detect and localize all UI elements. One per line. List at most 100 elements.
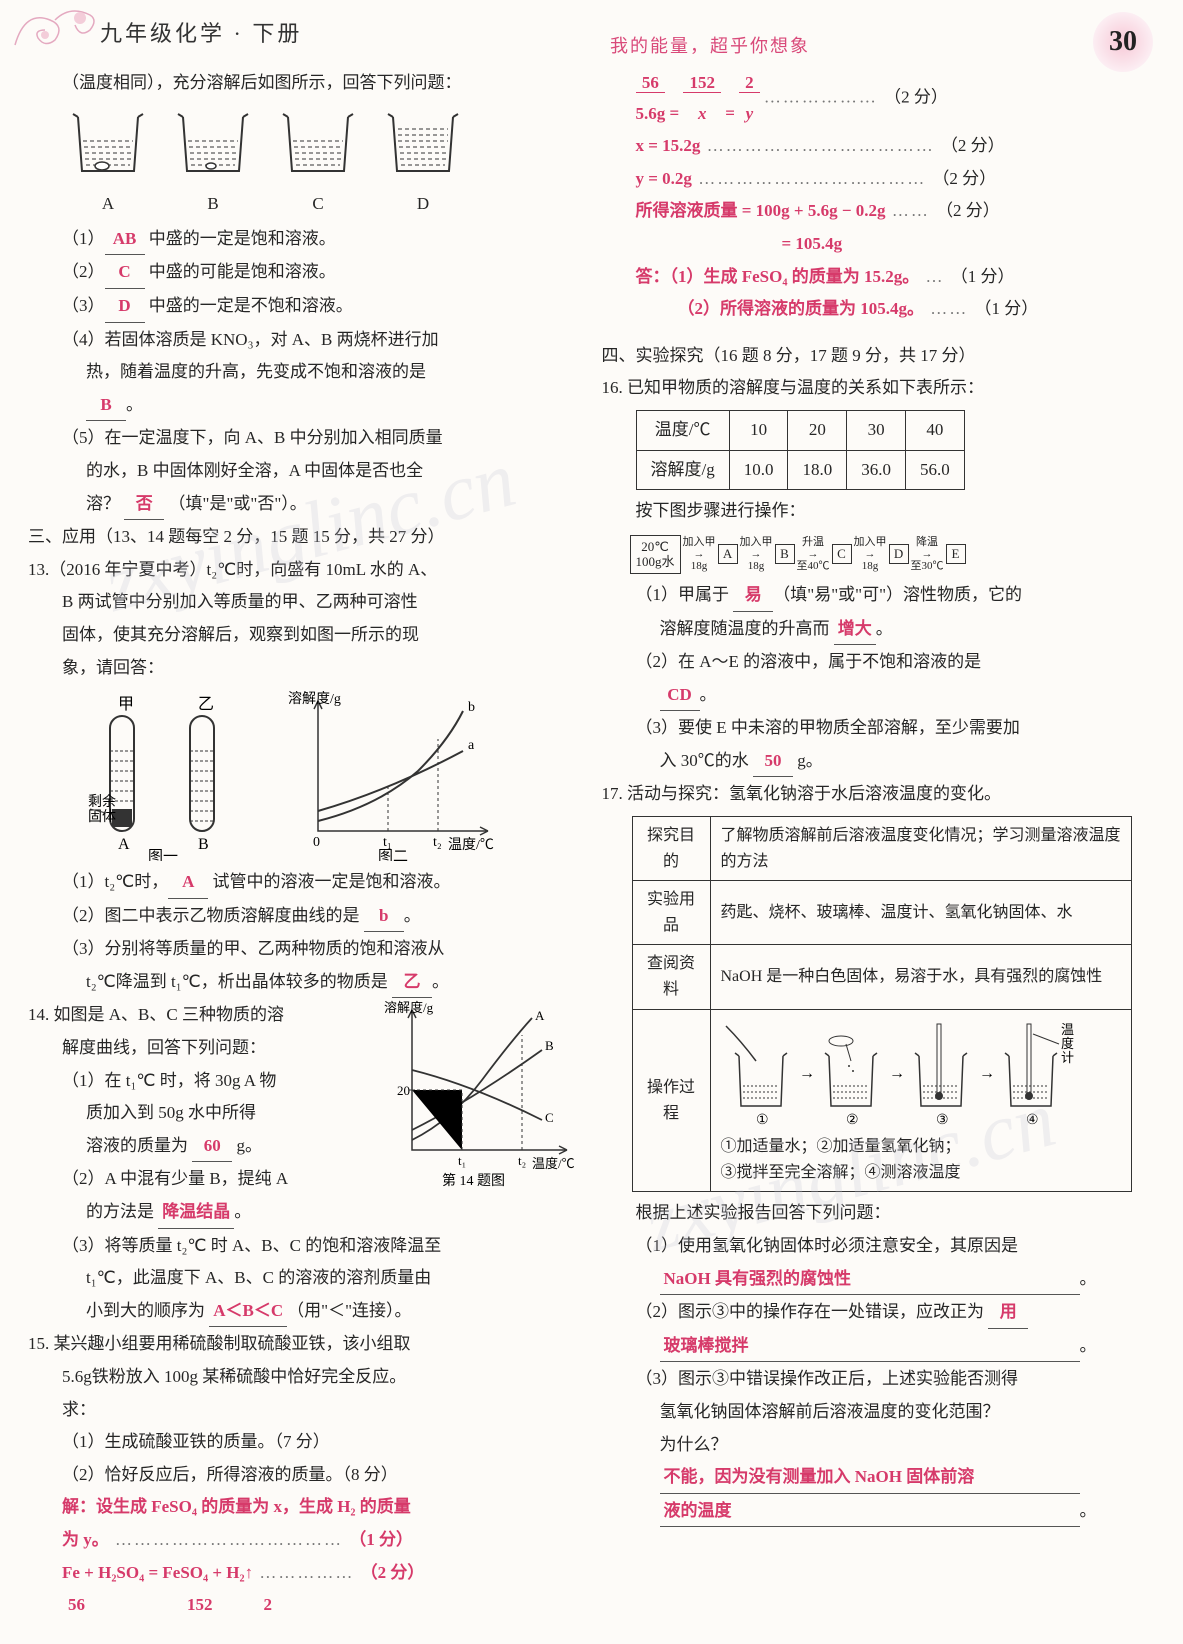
figure-1-2: 甲 乙 剩余 固体 A B 图一 溶解度/g 温度/℃ b <box>28 685 582 867</box>
svg-text:t₂: t₂ <box>518 1153 526 1168</box>
q14-1: 溶液的质量为 60 g。 <box>28 1131 372 1163</box>
q4: 热，随着温度的升高，先变成不饱和溶液的是 <box>28 357 582 388</box>
flow-arrow: 加入甲→18g <box>740 536 773 572</box>
q16-2-ans: CD。 <box>602 680 1156 712</box>
solubility-table: 温度/℃10203040 溶解度/g10.018.036.056.0 <box>636 410 965 490</box>
y-line: y = 0.2g ……………………………… （2 分） <box>602 164 1156 195</box>
answer: AB <box>105 224 145 256</box>
q15-2: （2）恰好反应后，所得溶液的质量。（8 分） <box>28 1460 582 1491</box>
svg-text:A: A <box>118 836 130 853</box>
q17-post: 根据上述实验报告回答下列问题： <box>602 1198 1156 1229</box>
q17-2-ans: 玻璃棒搅拌。 <box>602 1331 1156 1363</box>
q17-1: （1）使用氢氧化钠固体时必须注意安全，其原因是 <box>602 1231 1156 1262</box>
svg-text:③: ③ <box>936 1113 949 1126</box>
two-column-layout: （温度相同），充分溶解后如图所示，回答下列问题： A B <box>0 68 1183 1623</box>
q15-sol: 解：设生成 FeSO₄ 的质量为 x，生成 H₂ 的质量 <box>28 1492 582 1523</box>
q5: 的水，B 中固体刚好全溶，A 中固体是否也全 <box>28 456 582 487</box>
beaker-label: B <box>173 189 253 220</box>
q13-3: t₂℃降温到 t₁℃，析出晶体较多的物质是 乙。 <box>28 967 582 999</box>
flow-arrow: 升温→至40℃ <box>797 536 830 572</box>
q15-nums: 56 152 2 <box>28 1590 582 1621</box>
x-line: x = 15.2g ……………………………… （2 分） <box>602 131 1156 162</box>
q15: 求： <box>28 1395 582 1426</box>
q14-2: 的方法是 降温结晶。 <box>28 1197 372 1229</box>
svg-text:固体: 固体 <box>88 809 116 825</box>
q14-3: （3）将等质量 t₂℃ 时 A、B、C 的饱和溶液降温至 <box>28 1231 582 1262</box>
q17-3: （3）图示③中错误操作改正后，上述实验能否测得 <box>602 1364 1156 1395</box>
flow-node: A <box>718 544 738 564</box>
q13-1: （1）t₂℃时，A 试管中的溶液一定是饱和溶液。 <box>28 867 582 899</box>
flow-node: E <box>946 544 966 564</box>
q13: 13.（2016 年宁夏中考）t₂℃时，向盛有 10mL 水的 A、 <box>28 555 582 586</box>
q3: （3）D 中盛的一定是不饱和溶液。 <box>28 291 582 323</box>
q13-2: （2）图二中表示乙物质溶解度曲线的是 b。 <box>28 901 582 933</box>
svg-text:A: A <box>535 1008 545 1023</box>
svg-text:溶解度/g: 溶解度/g <box>288 691 341 707</box>
table-row: 查阅资料NaOH 是一种白色固体，易溶于水，具有强烈的腐蚀性 <box>632 945 1131 1009</box>
svg-text:t₂: t₂ <box>433 835 442 850</box>
table-row: 溶解度/g10.018.036.056.0 <box>636 450 964 490</box>
flow-arrow: 加入甲→18g <box>683 536 716 572</box>
table-row: 实验用品药匙、烧杯、玻璃棒、温度计、氢氧化钠固体、水 <box>632 881 1131 945</box>
svg-text:→: → <box>889 1065 905 1082</box>
beaker-c: C <box>278 109 358 220</box>
q16-2: （2）在 A～E 的溶液中，属于不饱和溶液的是 <box>602 647 1156 678</box>
svg-text:甲: 甲 <box>118 696 134 713</box>
left-column: （温度相同），充分溶解后如图所示，回答下列问题： A B <box>28 68 582 1623</box>
beaker-b: B <box>173 109 253 220</box>
page-header: 九年级化学 · 下册 我的能量，超乎你想象 <box>0 0 1183 68</box>
svg-text:第 14 题图: 第 14 题图 <box>442 1172 505 1189</box>
answer-1: 答：（1）生成 FeSO₄ 的质量为 15.2g。 … （1 分） <box>602 262 1156 293</box>
section-4-title: 四、实验探究（16 题 8 分，17 题 9 分，共 17 分） <box>602 341 1156 372</box>
q13: 固体，使其充分溶解后，观察到如图一所示的现 <box>28 620 582 651</box>
table-row: 温度/℃10203040 <box>636 410 964 450</box>
svg-text:乙: 乙 <box>198 696 214 713</box>
frac-line: 565.6g = 152x = 2y ……………… （2 分） <box>602 68 1156 129</box>
svg-text:B: B <box>545 1038 554 1053</box>
flow-start: 20℃100g水 <box>630 535 681 574</box>
svg-text:计: 计 <box>1061 1050 1074 1065</box>
q14: 14. 如图是 A、B、C 三种物质的溶 <box>28 1000 372 1031</box>
beaker-icon <box>173 109 253 179</box>
q16-1: 溶解度随温度的升高而 增大。 <box>602 614 1156 646</box>
beaker-icon <box>383 109 463 179</box>
answer: D <box>105 291 145 323</box>
q1: （1）AB 中盛的一定是饱和溶液。 <box>28 224 582 256</box>
floral-decoration-icon <box>10 0 100 50</box>
q14-block: 14. 如图是 A、B、C 三种物质的溶 解度曲线，回答下列问题： （1）在 t… <box>28 1000 582 1230</box>
q17-intro: 17. 活动与探究：氢氧化钠溶于水后溶液温度的变化。 <box>602 779 1156 810</box>
q16-intro: 16. 已知甲物质的溶解度与温度的关系如下表所示： <box>602 373 1156 404</box>
q16-3: 入 30℃的水 50 g。 <box>602 746 1156 778</box>
solubility-chart-2: 溶解度/g 温度/℃ 20 A B C t₁ t₂ 第 14 题图 <box>382 1000 582 1190</box>
q17-2: （2）图示③中的操作存在一处错误，应改正为 用 <box>602 1297 1156 1329</box>
svg-text:t₁: t₁ <box>383 835 392 850</box>
q4-ans: B。 <box>28 390 582 422</box>
q15: 15. 某兴趣小组要用稀硫酸制取硫酸亚铁，该小组取 <box>28 1329 582 1360</box>
svg-text:b: b <box>468 700 475 715</box>
svg-text:B: B <box>198 836 209 853</box>
header-slogan: 我的能量，超乎你想象 <box>610 30 810 62</box>
beaker-label: D <box>383 189 463 220</box>
header-title: 九年级化学 · 下册 <box>100 14 302 54</box>
svg-text:度: 度 <box>1061 1036 1074 1051</box>
q14-1: （1）在 t₁℃ 时，将 30g A 物 <box>28 1066 372 1097</box>
procedure-diagram: ① → ② → <box>721 1016 1121 1126</box>
flow-node: C <box>832 544 852 564</box>
q16-step: 按下图步骤进行操作： <box>602 496 1156 527</box>
svg-text:温: 温 <box>1061 1022 1074 1037</box>
flow-node: D <box>889 544 909 564</box>
svg-text:20: 20 <box>397 1083 410 1098</box>
q13: B 两试管中分别加入等质量的甲、乙两种可溶性 <box>28 587 582 618</box>
q15-sol: 为 y。 ……………………………… （1 分） <box>28 1525 582 1556</box>
beaker-label: C <box>278 189 358 220</box>
q15-1: （1）生成硫酸亚铁的质量。（7 分） <box>28 1427 582 1458</box>
solubility-chart-1: 溶解度/g 温度/℃ b a 0 t₁ t₂ 图二 <box>288 691 508 861</box>
q5: 溶？ 否 （填"是"或"否"）。 <box>28 489 582 521</box>
svg-text:图一: 图一 <box>148 848 178 861</box>
q17-3-ans: 不能，因为没有测量加入 NaOH 固体前溶 <box>602 1462 1156 1494</box>
table-row: 探究目的了解物质溶解前后溶液温度变化情况；学习测量溶液温度的方法 <box>632 817 1131 881</box>
svg-text:剩余: 剩余 <box>88 793 116 810</box>
q14-3: 小到大的顺序为 A＜B＜C（用"＜"连接）。 <box>28 1296 582 1328</box>
q17-3-ans: 液的温度。 <box>602 1496 1156 1528</box>
beaker-row: A B C <box>28 101 582 224</box>
